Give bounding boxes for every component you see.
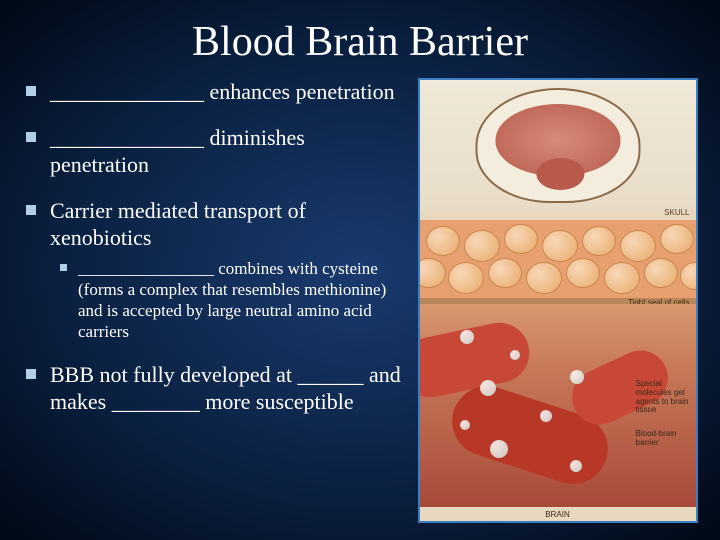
molecule-bubble-icon [570,370,584,384]
bullet-list: ______________ enhances penetration ____… [18,78,403,416]
bullet-text: Carrier mediated transport of xenobiotic… [50,198,306,251]
cerebellum-icon [536,158,584,190]
tissue-cell-icon [426,226,460,256]
tissue-cell-icon [504,224,538,254]
image-column: SKULL Tight seal of cells Special molecu… [413,78,702,523]
bullet-item: Carrier mediated transport of xenobiotic… [18,197,403,343]
content-row: ______________ enhances penetration ____… [18,78,702,523]
tissue-cell-icon [464,230,500,262]
molecule-bubble-icon [490,440,508,458]
molecule-bubble-icon [570,460,582,472]
skull-label: SKULL [664,208,689,217]
bullet-item: ______________ enhances penetration [18,78,403,106]
molecule-bubble-icon [460,420,470,430]
slide: Blood Brain Barrier ______________ enhan… [0,0,720,540]
tissue-cell-icon [660,224,694,254]
molecule-bubble-icon [510,350,520,360]
diagram-side-label: Blood-brain barrier [636,430,692,448]
text-column: ______________ enhances penetration ____… [18,78,413,523]
tissue-cell-icon [448,262,484,294]
diagram-side-label: Special molecules get agents to brain ti… [636,380,692,415]
molecule-bubble-icon [460,330,474,344]
sub-bullet-item: ________________ combines with cysteine … [50,258,403,343]
bullet-text: ______________ enhances penetration [50,79,395,104]
tissue-cell-icon [488,258,522,288]
sub-bullet-text: ________________ combines with cysteine … [78,259,386,342]
molecule-bubble-icon [480,380,496,396]
tissue-cell-icon [566,258,600,288]
bullet-text: ______________ diminishes penetration [50,125,305,178]
slide-title: Blood Brain Barrier [18,18,702,66]
diagram-bottom-label: BRAIN [545,510,569,519]
bullet-text: BBB not fully developed at ______ and ma… [50,362,401,415]
bbb-diagram: SKULL Tight seal of cells Special molecu… [418,78,698,523]
tissue-cell-icon [604,262,640,294]
tissue-cell-icon [542,230,578,262]
sub-bullet-list: ________________ combines with cysteine … [50,258,403,343]
tissue-cell-icon [620,230,656,262]
tissue-cell-icon [526,262,562,294]
tissue-cell-icon [582,226,616,256]
bullet-item: ______________ diminishes penetration [18,124,403,179]
molecule-bubble-icon [540,410,552,422]
tissue-cell-icon [644,258,678,288]
bullet-item: BBB not fully developed at ______ and ma… [18,361,403,416]
